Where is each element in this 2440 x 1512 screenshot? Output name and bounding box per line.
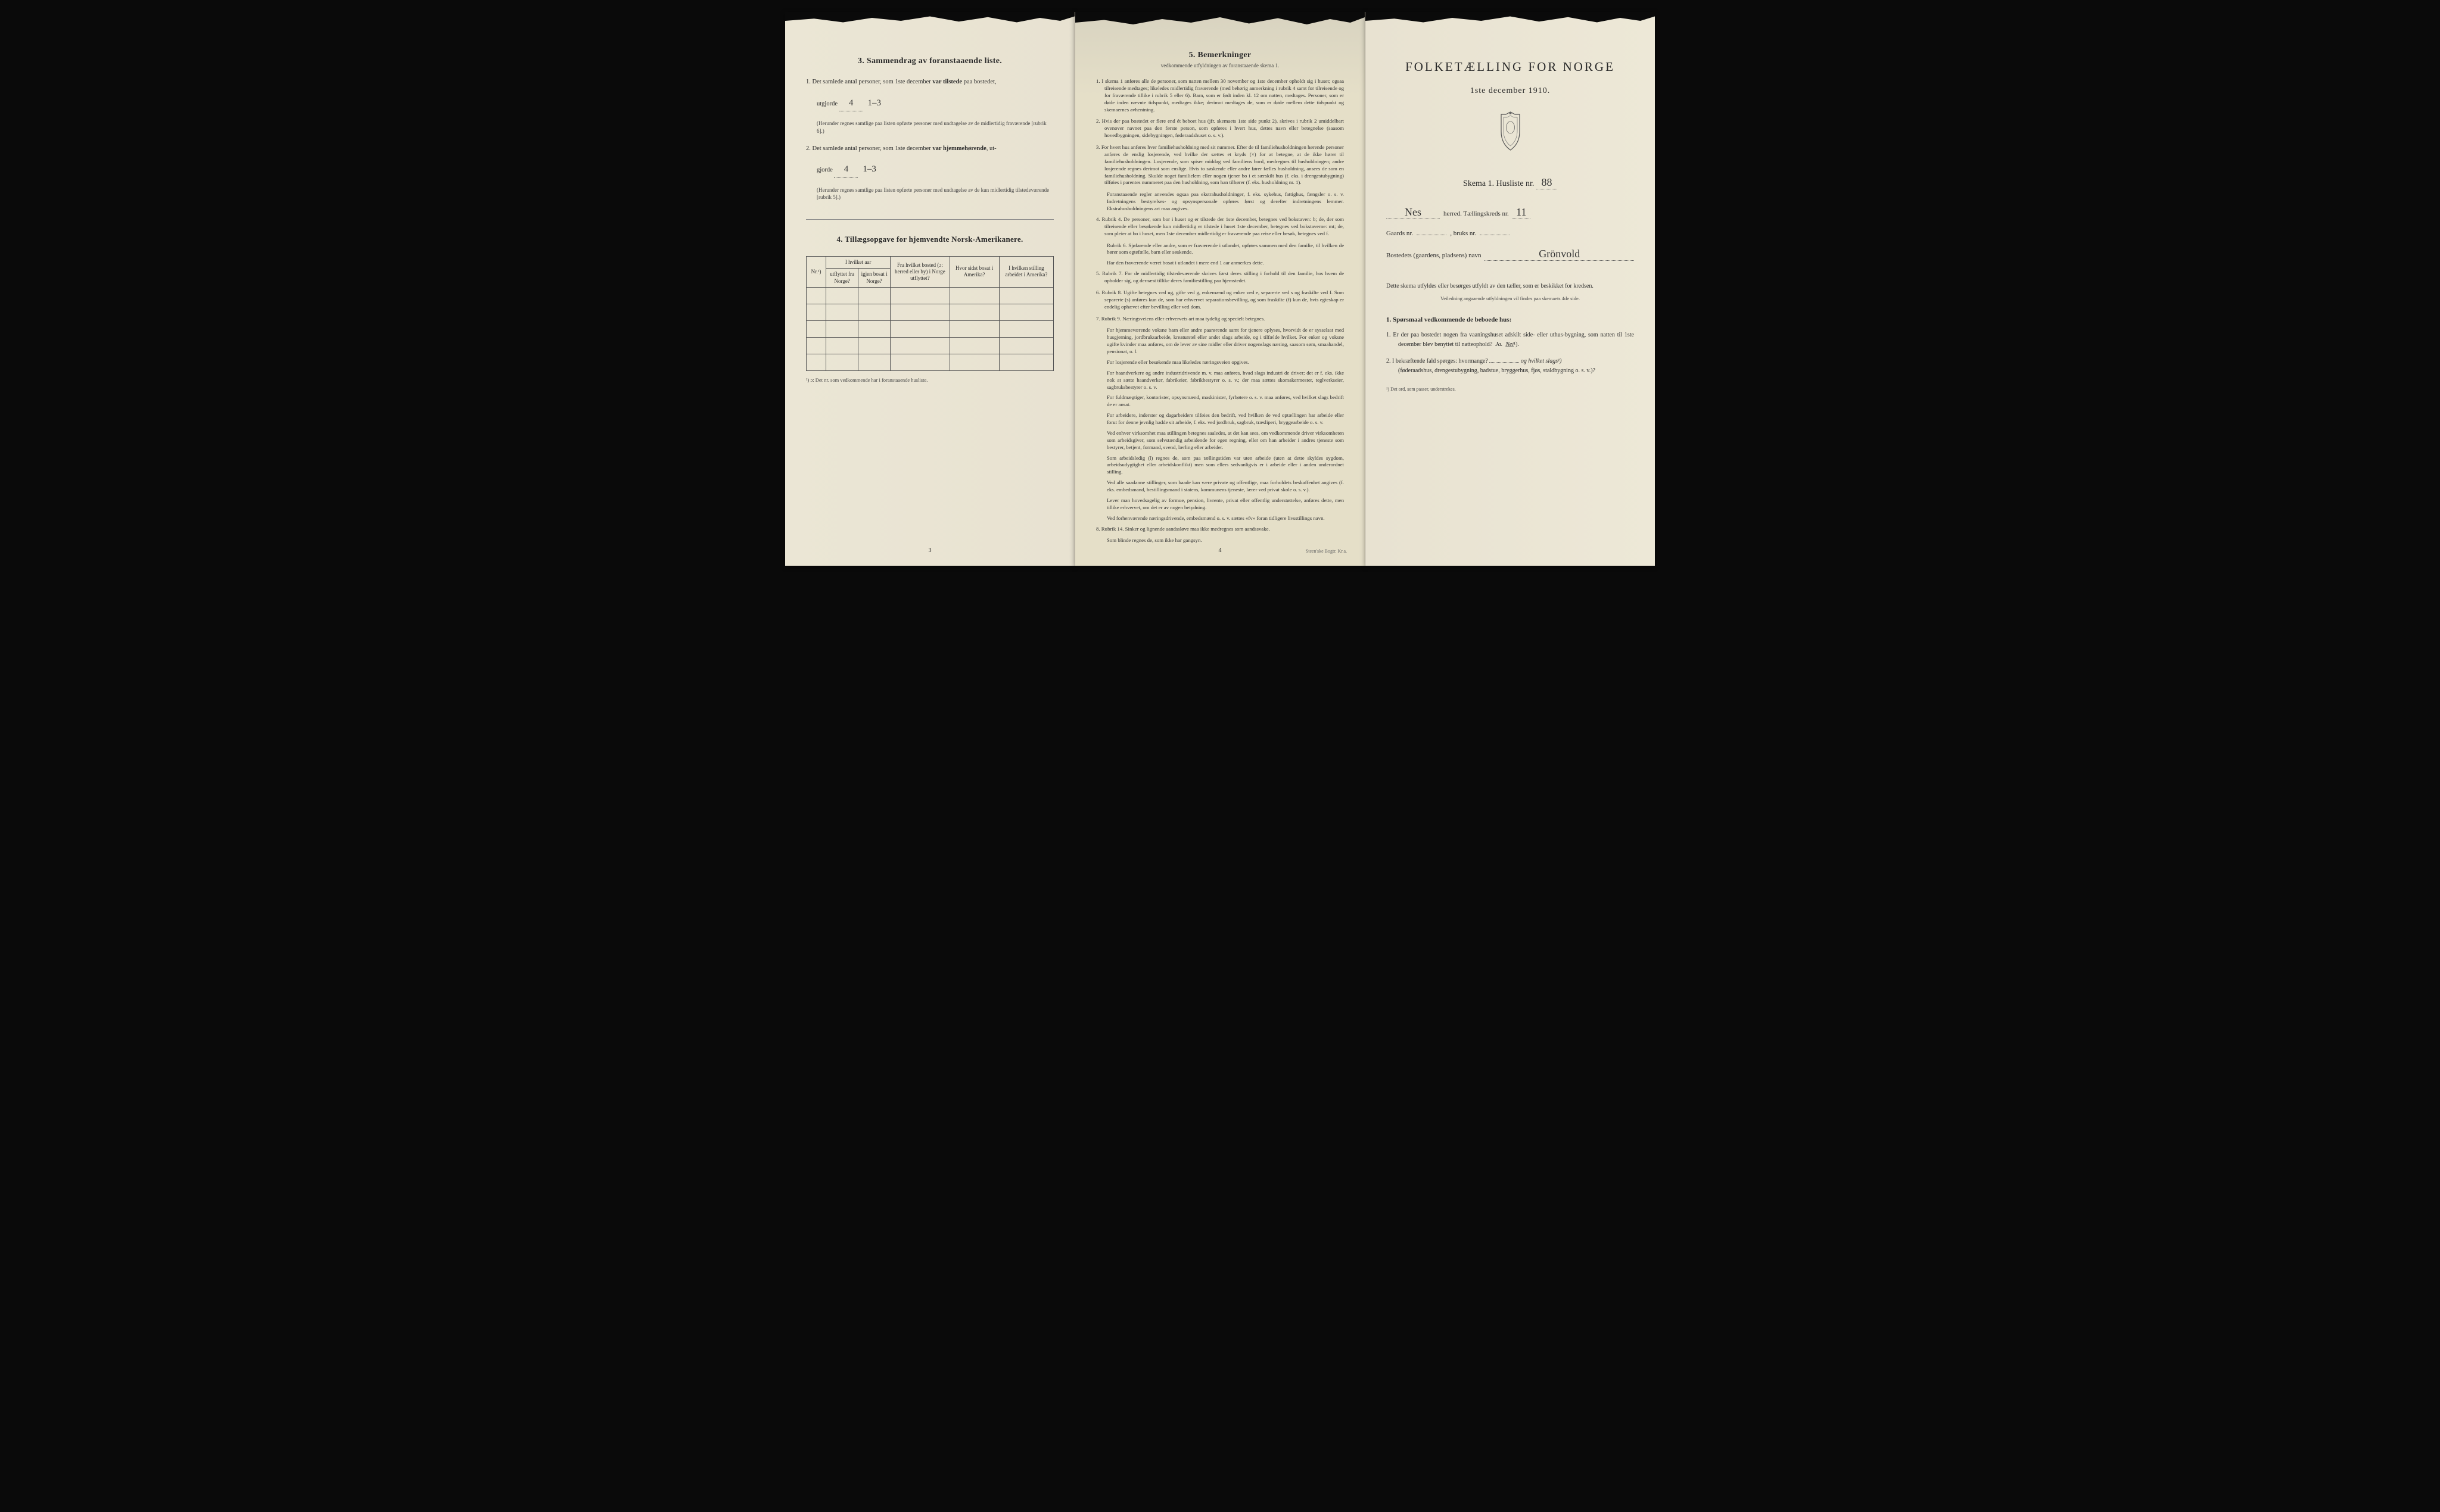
remark-7h: Som arbeidsledig (l) regnes de, som paa … [1096,455,1344,476]
remark-7g: Ved enhver virksomhet maa stillingen bet… [1096,430,1344,451]
col-utflyttet: utflyttet fra Norge? [826,269,858,288]
item-2: 2. Det samlede antal personer, som 1ste … [806,144,1054,154]
remark-7d: For haandverkere og andre industridriven… [1096,370,1344,391]
col-stilling: I hvilken stilling arbeidet i Amerika? [999,257,1053,288]
remark-7b: For hjemmeværende voksne barn eller andr… [1096,327,1344,356]
item-1-note: (Herunder regnes samtlige paa listen opf… [817,120,1054,135]
skema-line: Skema 1. Husliste nr. 88 [1386,176,1634,189]
torn-edge [1075,12,1365,30]
remark-1: 1. I skema 1 anføres alle de personer, s… [1096,78,1344,113]
answer-ja: Ja. [1495,341,1502,348]
remark-7k: Ved forhenværende næringsdrivende, embed… [1096,515,1344,522]
page-number-4: 4 [1219,547,1222,554]
remark-7e: For fuldmægtiger, kontorister, opsynsmæn… [1096,394,1344,409]
remark-7i: Ved alle saadanne stillinger, som baade … [1096,479,1344,494]
footnote: ¹) Det ord, som passer, understrekes. [1386,386,1634,392]
q2-count [1489,362,1519,363]
bosted-line: Bostedets (gaardens, pladsens) navn Grön… [1386,248,1634,261]
remark-4c: Har den fraværende været bosat i utlande… [1096,260,1344,267]
herred-line: Nes herred. Tællingskreds nr. 11 [1386,206,1634,219]
table-footnote: ¹) ɔ: Det nr. som vedkommende har i fora… [806,377,1054,383]
table-row [807,287,1054,304]
section-5-title: 5. Bemerkninger [1096,51,1344,60]
census-date: 1ste december 1910. [1386,86,1634,96]
torn-edge [1365,12,1655,27]
col-nr: Nr.¹) [807,257,826,288]
remark-3b: Foranstaaende regler anvendes ogsaa paa … [1096,191,1344,213]
page-number-3: 3 [929,547,932,554]
remark-3: 3. For hvert hus anføres hver familiehus… [1096,144,1344,186]
divider [806,219,1054,220]
item-2-fill: gjorde 4 1–3 [817,162,1054,178]
remark-2: 2. Hvis der paa bostedet er flere end ét… [1096,118,1344,139]
gaards-line: Gaards nr. , bruks nr. [1386,230,1634,237]
hjemme-range: 1–3 [863,164,876,174]
remark-6: 6. Rubrik 8. Ugifte betegnes ved ug, gif… [1096,289,1344,311]
instructions-small: Veiledning angaaende utfyldningen vil fi… [1386,295,1634,301]
remark-8b: Som blinde regnes de, som ikke har gangs… [1096,537,1344,544]
herred-name: Nes [1386,206,1440,219]
page-3: 3. Sammendrag av foranstaaende liste. 1.… [785,12,1075,566]
table-body [807,287,1054,370]
coat-of-arms-icon [1386,111,1634,155]
col-bosted: Fra hvilket bosted (ɔ: herred eller by) … [891,257,950,288]
col-amerika: Hvor sidst bosat i Amerika? [950,257,999,288]
item-1-fill: utgjorde 4 1–3 [817,96,1054,112]
census-title: FOLKETÆLLING FOR NORGE [1386,60,1634,74]
question-section-title: 1. Spørsmaal vedkommende de beboede hus: [1386,316,1634,323]
kreds-nr: 11 [1512,206,1530,219]
remark-5: 5. Rubrik 7. For de midlertidig tilstede… [1096,270,1344,285]
remark-7f: For arbeidere, inderster og dagarbeidere… [1096,412,1344,426]
question-2: 2. I bekræftende fald spørges: hvormange… [1386,357,1634,376]
torn-edge [785,12,1075,27]
answer-nei: Nei [1505,341,1514,348]
table-row [807,320,1054,337]
col-aar-group: I hvilket aar [826,257,891,269]
printer-note: Steen'ske Bogtr. Kr.a. [1306,548,1347,554]
table-row [807,354,1054,370]
item-1: 1. Det samlede antal personer, som 1ste … [806,77,1054,88]
husliste-nr: 88 [1536,176,1557,189]
remark-7c: For losjerende eller besøkende maa likel… [1096,359,1344,366]
table-row [807,337,1054,354]
remark-7: 7. Rubrik 9. Næringsveiens eller erhverv… [1096,316,1344,323]
remarks-list: 1. I skema 1 anføres alle de personer, s… [1096,78,1344,544]
hjemme-count: 4 [834,162,858,178]
table-header-row: Nr.¹) I hvilket aar Fra hvilket bosted (… [807,257,1054,269]
item-2-note: (Herunder regnes samtlige paa listen opf… [817,186,1054,201]
section-3-title: 3. Sammendrag av foranstaaende liste. [806,57,1054,66]
remark-4: 4. Rubrik 4. De personer, som bor i huse… [1096,216,1344,238]
tilstede-range: 1–3 [868,98,882,108]
page-1-cover: FOLKETÆLLING FOR NORGE 1ste december 191… [1365,12,1655,566]
bosted-name: Grönvold [1484,248,1634,261]
tilstede-count: 4 [839,96,863,112]
col-igjen: igjen bosat i Norge? [858,269,891,288]
instructions: Dette skema utfyldes eller besørges utfy… [1386,282,1634,291]
amerika-table: Nr.¹) I hvilket aar Fra hvilket bosted (… [806,256,1054,371]
remark-8: 8. Rubrik 14. Sinker og lignende aandssl… [1096,526,1344,533]
remark-7j: Lever man hovedsagelig av formue, pensio… [1096,497,1344,512]
document-spread: 3. Sammendrag av foranstaaende liste. 1.… [785,12,1655,566]
section-4-title: 4. Tillægsopgave for hjemvendte Norsk-Am… [806,235,1054,244]
table-row [807,304,1054,320]
question-1: 1. Er der paa bostedet nogen fra vaaning… [1386,331,1634,350]
remark-4b: Rubrik 6. Sjøfarende eller andre, som er… [1096,242,1344,257]
page-4: 5. Bemerkninger vedkommende utfyldningen… [1075,12,1365,566]
section-5-subtitle: vedkommende utfyldningen av foranstaaend… [1096,63,1344,68]
